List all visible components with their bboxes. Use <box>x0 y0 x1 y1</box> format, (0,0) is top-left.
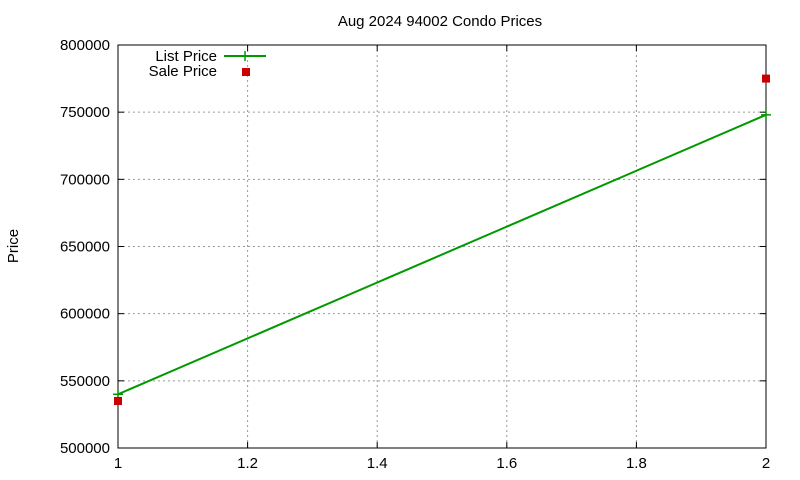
legend-label-list-price: List Price <box>155 48 217 65</box>
list-price-point <box>761 109 771 120</box>
sale-price-point <box>762 74 770 83</box>
y-tick-label: 550000 <box>60 373 110 390</box>
y-tick-label: 800000 <box>60 37 110 54</box>
list-price-line <box>117 113 767 396</box>
x-tick-label: 1 <box>114 455 122 472</box>
x-tick-label: 1.2 <box>237 455 258 472</box>
grid-lines <box>118 45 766 448</box>
y-axis-label: Price <box>5 229 22 263</box>
y-tick-label: 700000 <box>60 171 110 188</box>
series-layer <box>113 74 771 405</box>
x-tick-label: 1.4 <box>367 455 388 472</box>
sale-price-point <box>114 396 122 405</box>
x-axis-ticks: 1 1.2 1.4 1.6 1.8 2 <box>114 45 770 472</box>
y-axis-ticks: 500000 550000 600000 650000 700000 750000 8000… <box>60 37 766 457</box>
x-tick-label: 1.6 <box>496 455 517 472</box>
x-tick-label: 1.8 <box>626 455 647 472</box>
legend-label-sale-price: Sale Price <box>149 63 217 80</box>
legend-swatch-sale-price <box>242 68 250 76</box>
y-tick-label: 750000 <box>60 104 110 121</box>
chart-title: Aug 2024 94002 Condo Prices <box>338 13 542 30</box>
y-tick-label: 600000 <box>60 306 110 323</box>
y-tick-label: 500000 <box>60 440 110 457</box>
legend: List Price Sale Price <box>149 48 266 80</box>
x-tick-label: 2 <box>762 455 770 472</box>
y-tick-label: 650000 <box>60 239 110 256</box>
